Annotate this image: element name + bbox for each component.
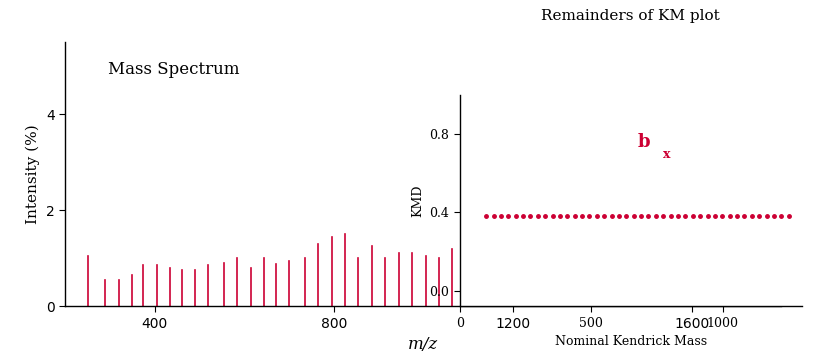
Y-axis label: Intensity (%): Intensity (%): [26, 124, 41, 224]
Y-axis label: KMD: KMD: [411, 184, 424, 217]
Text: Mass Spectrum: Mass Spectrum: [108, 61, 239, 78]
Text: Remainders of KM plot: Remainders of KM plot: [541, 9, 720, 23]
X-axis label: m/z: m/z: [408, 336, 439, 352]
Text: b: b: [637, 133, 650, 151]
X-axis label: Nominal Kendrick Mass: Nominal Kendrick Mass: [555, 335, 707, 348]
Text: x: x: [663, 148, 671, 161]
